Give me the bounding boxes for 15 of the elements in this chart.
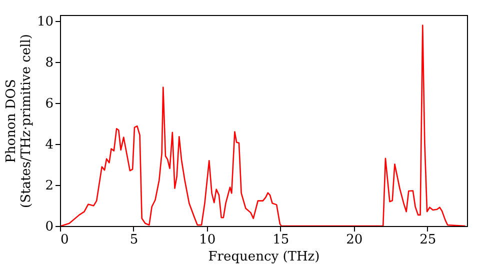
x-tick-label: 20	[346, 232, 363, 248]
y-axis-title: Phonon DOS (States/THz·primitive cell)	[4, 34, 34, 208]
x-tick-label: 5	[130, 232, 138, 248]
x-tick-label: 10	[199, 232, 216, 248]
x-tick-label: 25	[420, 232, 436, 248]
y-tick-label: 8	[45, 56, 54, 71]
line-series	[60, 24, 466, 226]
x-tick-label: 0	[60, 232, 69, 248]
x-tick-label: 15	[272, 232, 290, 248]
y-tick-label: 6	[45, 96, 54, 112]
y-tick-label: 10	[36, 14, 54, 30]
x-axis-title: Frequency (THz)	[208, 250, 320, 264]
y-tick-label: 0	[45, 220, 54, 234]
y-tick-label: 4	[45, 138, 54, 153]
y-tick-label: 2	[45, 178, 54, 194]
